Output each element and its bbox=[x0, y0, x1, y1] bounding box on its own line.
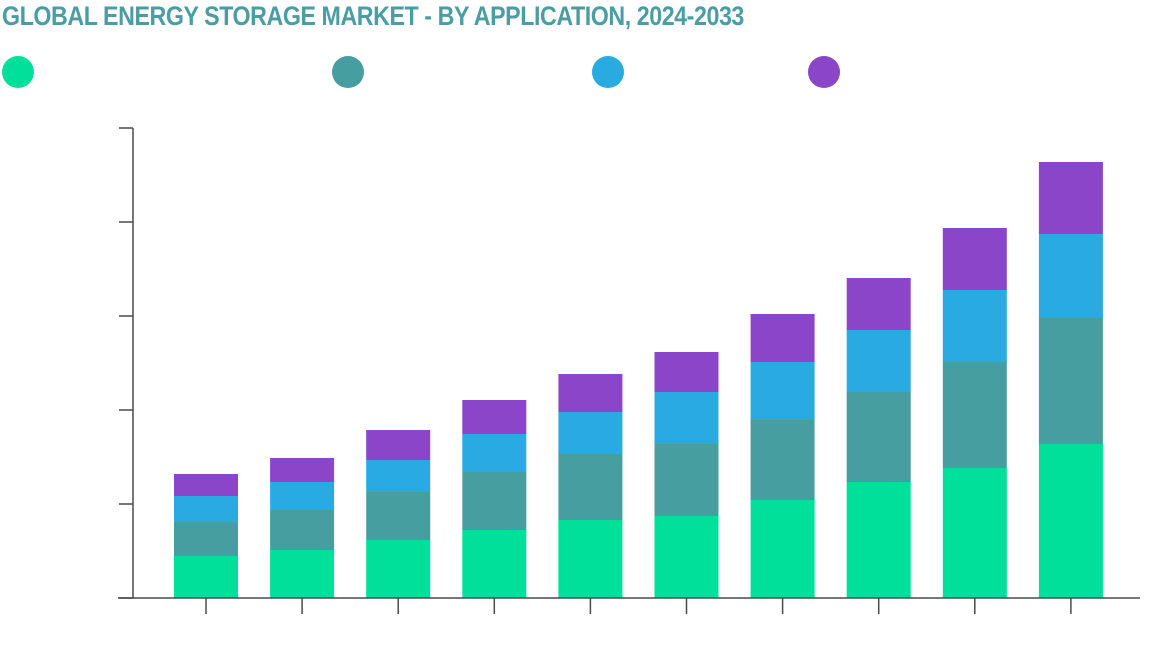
bar-6-segment-2 bbox=[654, 444, 719, 516]
bar-10-segment-4 bbox=[1038, 162, 1103, 234]
bar-9-segment-3 bbox=[942, 290, 1007, 362]
bar-2-segment-4 bbox=[270, 458, 335, 482]
bar-1-segment-4 bbox=[174, 474, 238, 496]
bar-5-segment-1 bbox=[558, 520, 623, 598]
bar-8-segment-3 bbox=[846, 330, 911, 392]
bar-2-segment-2 bbox=[270, 510, 335, 550]
bar-3-segment-2 bbox=[366, 492, 431, 540]
bar-9-segment-1 bbox=[942, 468, 1007, 598]
bar-5-segment-3 bbox=[558, 412, 623, 454]
bar-8-segment-2 bbox=[846, 392, 911, 482]
bar-10-segment-1 bbox=[1038, 444, 1103, 598]
bar-5-segment-4 bbox=[558, 374, 623, 412]
bar-4-segment-2 bbox=[462, 472, 527, 530]
legend-marker-3 bbox=[592, 56, 624, 88]
bar-2-segment-3 bbox=[270, 482, 335, 510]
legend-marker-2 bbox=[332, 56, 364, 88]
bar-6-segment-1 bbox=[654, 516, 719, 598]
chart-title: GLOBAL ENERGY STORAGE MARKET - BY APPLIC… bbox=[2, 1, 744, 31]
bar-2-segment-1 bbox=[270, 550, 335, 598]
bar-9-segment-4 bbox=[942, 228, 1007, 290]
bar-7-segment-3 bbox=[750, 362, 815, 420]
bar-7-segment-4 bbox=[750, 314, 815, 362]
bar-5-segment-2 bbox=[558, 454, 623, 520]
legend-marker-1 bbox=[2, 56, 34, 88]
bar-1-segment-1 bbox=[174, 556, 238, 598]
bar-4-segment-1 bbox=[462, 530, 527, 598]
bar-7-segment-2 bbox=[750, 420, 815, 500]
bar-6-segment-3 bbox=[654, 392, 719, 444]
bar-10-segment-3 bbox=[1038, 234, 1103, 318]
bar-4-segment-3 bbox=[462, 434, 527, 472]
bar-6-segment-4 bbox=[654, 352, 719, 392]
bar-9-segment-2 bbox=[942, 362, 1007, 468]
bar-3-segment-3 bbox=[366, 460, 431, 492]
bar-1-segment-2 bbox=[174, 522, 238, 556]
bar-1-segment-3 bbox=[174, 496, 238, 522]
bar-7-segment-1 bbox=[750, 500, 815, 598]
bar-8-segment-4 bbox=[846, 278, 911, 330]
bar-4-segment-4 bbox=[462, 400, 527, 434]
bar-8-segment-1 bbox=[846, 482, 911, 598]
bar-3-segment-4 bbox=[366, 430, 431, 460]
bar-3-segment-1 bbox=[366, 540, 431, 598]
bar-10-segment-2 bbox=[1038, 318, 1103, 444]
legend-marker-4 bbox=[808, 56, 840, 88]
